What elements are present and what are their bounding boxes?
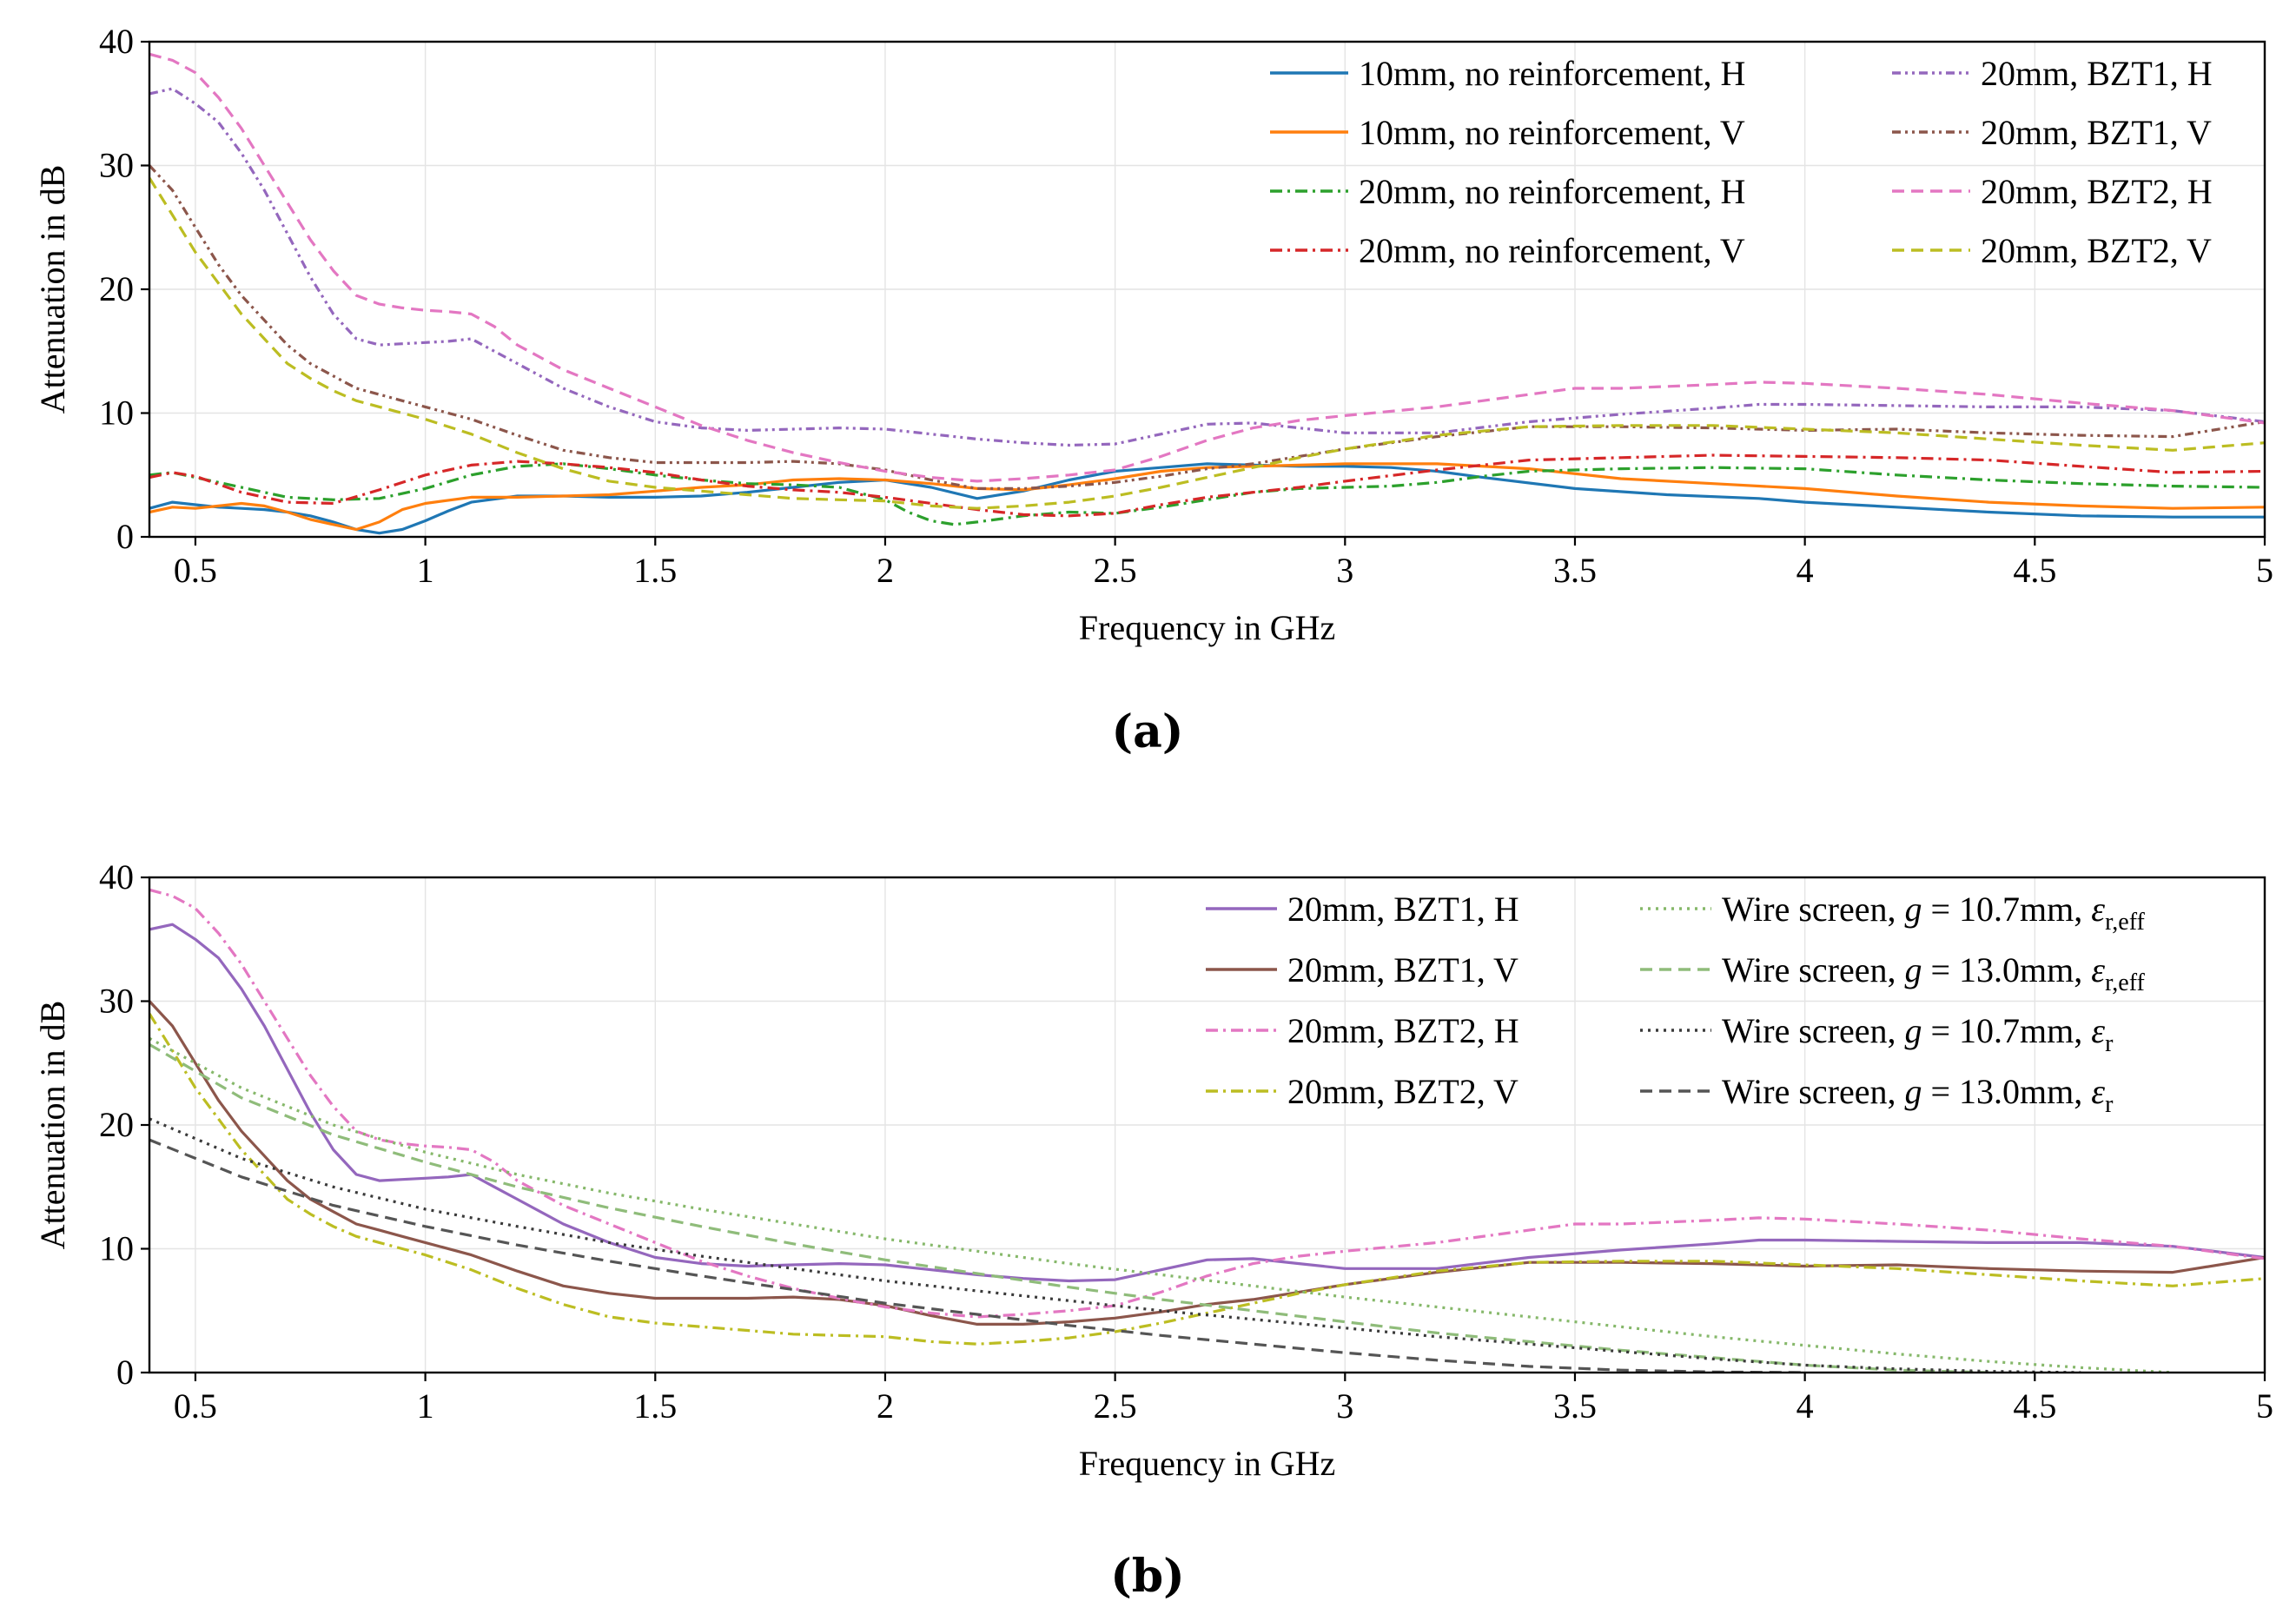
y-axis-label: Attenuation in dB [33, 1001, 72, 1250]
legend-label: Wire screen, g = 10.7mm, εr [1722, 1011, 2114, 1057]
x-tick-label: 3.5 [1553, 1386, 1597, 1426]
series-line-1 [149, 462, 2265, 535]
x-tick-label: 2.5 [1094, 1386, 1137, 1426]
x-tick-label: 3.5 [1553, 551, 1597, 590]
x-tick-label: 3 [1336, 1386, 1353, 1426]
series-line-8 [149, 1138, 1805, 1373]
legend-label: Wire screen, g = 10.7mm, εr,eff [1722, 890, 2146, 936]
y-axis-label: Attenuation in dB [33, 165, 72, 414]
x-axis-label: Frequency in GHz [1079, 608, 1335, 647]
series-line-6 [149, 164, 2265, 491]
x-tick-label: 2 [877, 1386, 894, 1426]
x-tick-label: 2.5 [1094, 551, 1137, 590]
x-axis-label: Frequency in GHz [1079, 1444, 1335, 1483]
x-tick-label: 4.5 [2013, 1386, 2056, 1426]
legend-label: 20mm, no reinforcement, H [1359, 172, 1745, 211]
x-tick-label: 4 [1796, 551, 1814, 590]
x-tick-label: 1.5 [633, 1386, 677, 1426]
x-tick-label: 1 [417, 551, 434, 590]
y-tick-label: 30 [99, 982, 134, 1021]
legend-label: 20mm, BZT2, V [1287, 1072, 1519, 1111]
legend-label: 20mm, BZT1, V [1287, 950, 1519, 989]
panel-a-label: (a) [1112, 705, 1184, 758]
series-line-7 [149, 1117, 2081, 1373]
legend-label: 20mm, no reinforcement, V [1359, 231, 1745, 270]
series-line-3 [149, 888, 2265, 1319]
series-line-7 [149, 52, 2265, 483]
y-tick-label: 0 [116, 517, 134, 556]
legend-label: 20mm, BZT1, H [1981, 54, 2213, 93]
legend-label: 20mm, BZT1, V [1981, 113, 2212, 152]
legend-label: 10mm, no reinforcement, V [1359, 113, 1745, 152]
x-tick-label: 3 [1336, 551, 1353, 590]
x-tick-label: 2 [877, 551, 894, 590]
panel-b: 0.5 1 1.5 2 2.5 3 3.5 4 4.5 5 0 10 20 30 40 Frequency i… [33, 857, 2273, 1483]
series-line-4 [149, 1012, 2265, 1346]
y-tick-label: 0 [116, 1353, 134, 1392]
series-line-5 [149, 87, 2265, 447]
x-tick-label: 4 [1796, 1386, 1814, 1426]
x-tick-label: 4.5 [2013, 551, 2056, 590]
x-tick-label: 0.5 [174, 551, 217, 590]
y-tick-label: 20 [99, 269, 134, 308]
series-lines [149, 52, 2265, 535]
y-tick-label: 40 [99, 22, 134, 61]
y-tick-label: 10 [99, 1229, 134, 1268]
legend: 10mm, no reinforcement, H 10mm, no reinfo… [1270, 54, 2213, 270]
x-tick-label: 5 [2256, 1386, 2273, 1426]
panel-b-label: (b) [1110, 1550, 1185, 1603]
x-tick-label: 0.5 [174, 1386, 217, 1426]
series-line-8 [149, 176, 2265, 510]
legend-label: 20mm, BZT2, H [1981, 172, 2213, 211]
legend-label: 20mm, BZT2, H [1287, 1011, 1519, 1050]
legend-label: 20mm, BZT2, V [1981, 231, 2212, 270]
x-tick-label: 1.5 [633, 551, 677, 590]
y-tick-label: 40 [99, 857, 134, 897]
x-tick-label: 5 [2256, 551, 2273, 590]
y-tick-label: 10 [99, 394, 134, 433]
y-tick-label: 20 [99, 1105, 134, 1144]
y-tick-label: 30 [99, 146, 134, 185]
panel-a: 0.5 1 1.5 2 2.5 3 3.5 4 4.5 5 0 10 20 30 40 Frequency i… [33, 22, 2273, 647]
legend-label: 20mm, BZT1, H [1287, 890, 1519, 929]
series-line-3 [149, 462, 2265, 526]
legend-label: Wire screen, g = 13.0mm, εr,eff [1722, 950, 2146, 996]
x-tick-label: 1 [417, 1386, 434, 1426]
legend-label: Wire screen, g = 13.0mm, εr [1722, 1072, 2114, 1118]
legend-label: 10mm, no reinforcement, H [1359, 54, 1745, 93]
series-line-2 [149, 462, 2265, 532]
legend: 20mm, BZT1, H 20mm, BZT1, V 20mm, BZT2, H 2… [1206, 890, 2146, 1118]
series-lines [149, 888, 2265, 1373]
